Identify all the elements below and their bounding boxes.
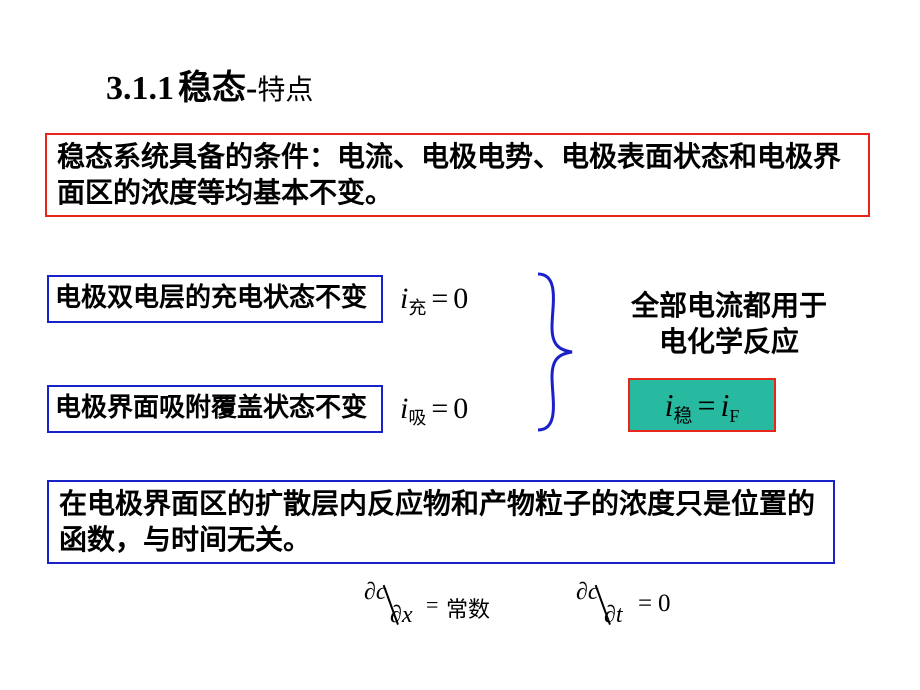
- eq2-sub: 吸: [408, 408, 426, 428]
- frac2-equals: =: [638, 590, 652, 618]
- eq1-sub: 充: [408, 298, 426, 318]
- eq2-equals: =: [426, 392, 453, 425]
- eq3-rsub: F: [729, 406, 739, 426]
- curly-brace: [528, 272, 580, 432]
- fraction-1: ∂c ∂x = 常数: [360, 582, 520, 632]
- state1-text: 电极双电层的充电状态不变: [55, 281, 375, 314]
- condition-text: 稳态系统具备的条件：电流、电极电势、电极表面状态和电极界面区的浓度等均基本不变。: [57, 140, 860, 212]
- frac1-num: ∂c: [364, 579, 387, 606]
- diffusion-box: 在电极界面区的扩散层内反应物和产物粒子的浓度只是位置的函数，与时间无关。: [47, 480, 835, 564]
- result-box: i稳=iF: [628, 378, 776, 432]
- implication-text: 全部电流都用于 电化学反应: [614, 289, 844, 361]
- frac1-rhs: 常数: [446, 592, 490, 624]
- title-word-2: 特点: [257, 75, 313, 106]
- eq3-lsub: 稳: [673, 406, 692, 427]
- title-number: 3.1.1: [106, 70, 174, 107]
- implication-line1: 全部电流都用于: [614, 289, 844, 325]
- equation-2: i吸=0: [400, 392, 468, 426]
- title-dash: -: [246, 70, 257, 107]
- equation-3: i稳=iF: [665, 387, 740, 424]
- state2-box: 电极界面吸附覆盖状态不变: [47, 385, 383, 433]
- section-title: 3.1.1 稳态-特点: [106, 60, 313, 109]
- frac2-num: ∂c: [576, 579, 599, 606]
- implication-line2: 电化学反应: [614, 325, 844, 361]
- eq1-rhs: 0: [453, 282, 468, 315]
- eq1-equals: =: [426, 282, 453, 315]
- equation-1: i充=0: [400, 282, 468, 316]
- eq3-equals: =: [692, 387, 720, 423]
- frac1-equals: =: [426, 592, 438, 618]
- frac2-rhs: 0: [658, 590, 671, 618]
- frac2-den: ∂t: [604, 602, 623, 629]
- frac1-den: ∂x: [390, 602, 413, 629]
- title-word1-text: 稳态: [178, 70, 246, 107]
- state1-box: 电极双电层的充电状态不变: [47, 275, 383, 323]
- eq2-rhs: 0: [453, 392, 468, 425]
- slide-page: 3.1.1 稳态-特点 稳态系统具备的条件：电流、电极电势、电极表面状态和电极界…: [0, 0, 920, 690]
- fraction-2: ∂c ∂t = 0: [572, 582, 712, 632]
- condition-box: 稳态系统具备的条件：电流、电极电势、电极表面状态和电极界面区的浓度等均基本不变。: [45, 133, 870, 217]
- diffusion-text: 在电极界面区的扩散层内反应物和产物粒子的浓度只是位置的函数，与时间无关。: [59, 487, 825, 559]
- state2-text: 电极界面吸附覆盖状态不变: [55, 391, 375, 424]
